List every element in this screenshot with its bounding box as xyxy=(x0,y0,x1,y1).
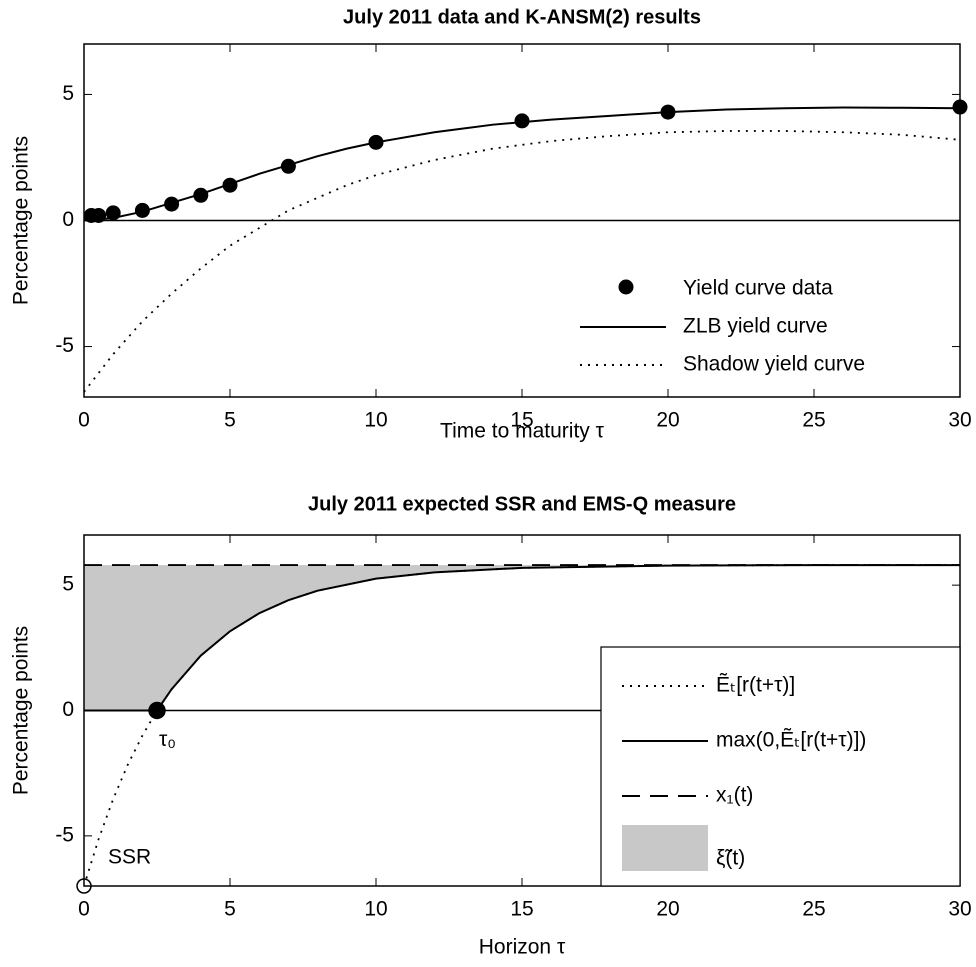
legend-label: x₁(t) xyxy=(716,784,753,807)
series-line xyxy=(83,130,961,393)
legend-symbol xyxy=(622,825,708,871)
x-tick-label: 20 xyxy=(656,898,679,921)
point-label: SSR xyxy=(108,846,151,869)
legend-label: ZLB yield curve xyxy=(683,315,828,338)
legend-symbol xyxy=(618,279,634,295)
x-tick-label: 5 xyxy=(224,409,236,432)
x-axis-label: Horizon τ xyxy=(479,936,566,959)
x-tick-label: 20 xyxy=(656,409,679,432)
x-axis-label: Time to maturity τ xyxy=(440,420,605,443)
data-point xyxy=(134,202,150,218)
x-tick-label: 30 xyxy=(948,898,971,921)
x-tick-label: 25 xyxy=(802,409,825,432)
chart-title: July 2011 expected SSR and EMS-Q measure xyxy=(308,493,736,515)
shaded-area xyxy=(84,565,960,711)
y-tick-label: 5 xyxy=(62,573,74,596)
data-point xyxy=(193,187,209,203)
y-tick-label: 0 xyxy=(62,208,74,231)
legend-label: Shadow yield curve xyxy=(683,353,865,376)
x-tick-label: 0 xyxy=(78,409,90,432)
x-tick-label: 10 xyxy=(364,409,387,432)
y-axis-label: Percentage points xyxy=(10,626,33,795)
axes-box xyxy=(83,43,961,398)
series-line xyxy=(83,106,961,222)
y-tick-label: -5 xyxy=(55,334,74,357)
point-label: τ₀ xyxy=(159,728,176,751)
data-point xyxy=(514,113,530,129)
x-tick-label: 0 xyxy=(78,898,90,921)
x-tick-label: 30 xyxy=(948,409,971,432)
legend-label: ξ̃(t) xyxy=(716,847,745,870)
legend-label: max(0,Ẽₜ[r(t+τ)]) xyxy=(716,728,866,752)
data-point xyxy=(91,207,107,223)
y-tick-label: -5 xyxy=(55,823,74,846)
data-point xyxy=(164,196,180,212)
y-tick-label: 5 xyxy=(62,82,74,105)
x-tick-label: 15 xyxy=(510,409,533,432)
x-tick-label: 10 xyxy=(364,898,387,921)
y-axis-label: Percentage points xyxy=(10,136,33,305)
series-line xyxy=(84,564,960,712)
data-point xyxy=(280,158,296,174)
data-point xyxy=(222,177,238,193)
legend-label: Ẽₜ[r(t+τ)] xyxy=(716,673,795,697)
y-tick-label: 0 xyxy=(62,698,74,721)
marker-point xyxy=(148,701,166,720)
x-tick-label: 25 xyxy=(802,898,825,921)
x-tick-label: 15 xyxy=(510,898,533,921)
x-tick-label: 5 xyxy=(224,898,236,921)
chart-title: July 2011 data and K-ANSM(2) results xyxy=(343,6,701,28)
legend-label: Yield curve data xyxy=(683,277,833,300)
